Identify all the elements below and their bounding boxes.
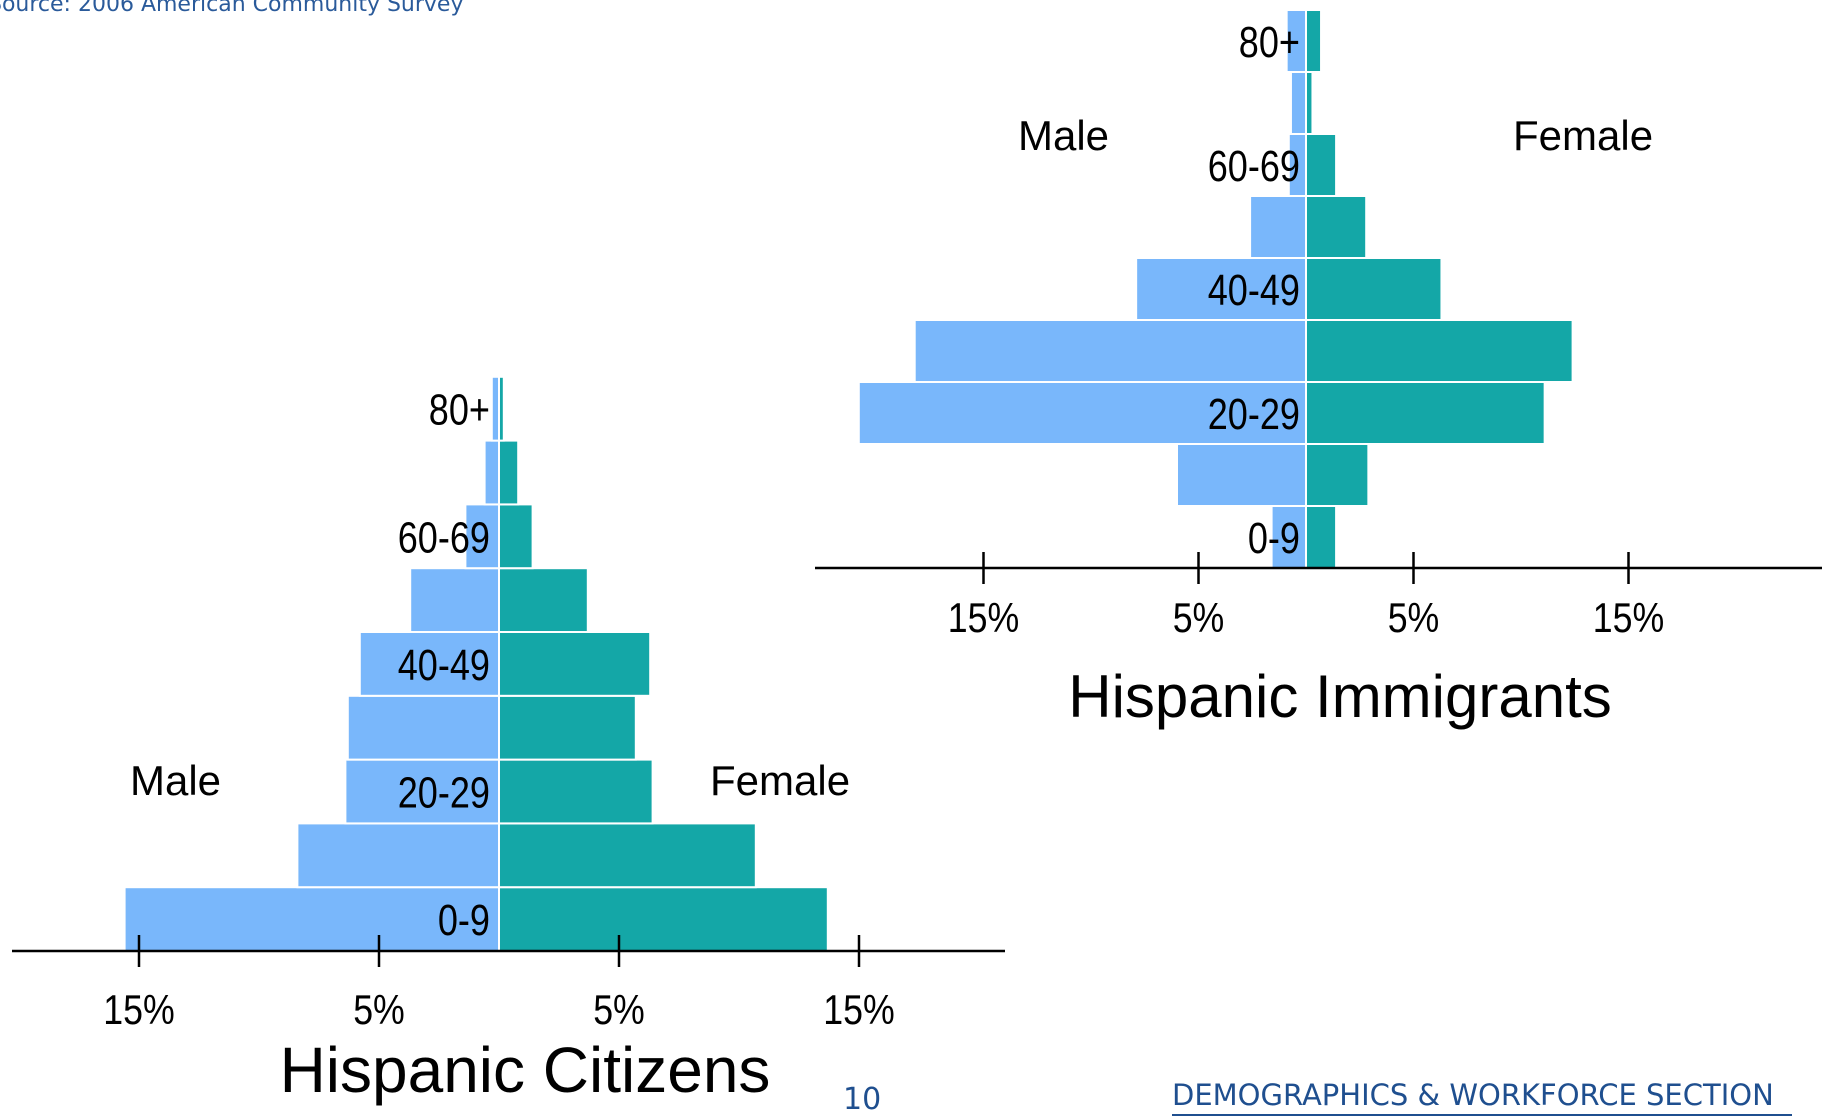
female-bar-0-9 <box>1305 505 1338 569</box>
male-label: Male <box>130 757 221 804</box>
female-label: Female <box>710 757 850 804</box>
male-bar-20-29 <box>857 381 1307 445</box>
x-tick-label: 5% <box>593 987 645 1033</box>
source-note: Source: 2006 American Community Survey <box>0 0 464 17</box>
female-bar-60-69 <box>498 503 534 570</box>
age-label-80: 80+ <box>429 385 490 434</box>
x-tick-label: 5% <box>353 987 405 1033</box>
male-bar-30-39 <box>913 319 1307 383</box>
age-label-60-69: 60-69 <box>1208 142 1300 191</box>
age-label-0-9: 0-9 <box>438 896 490 945</box>
x-tick-label: 5% <box>1388 595 1440 641</box>
female-bar-50-59 <box>1305 195 1368 259</box>
chart-title: Hispanic Citizens <box>280 1034 771 1106</box>
female-label: Female <box>1513 112 1653 159</box>
age-label-60-69: 60-69 <box>398 513 490 562</box>
x-tick-label: 15% <box>103 987 174 1033</box>
male-label: Male <box>1018 112 1109 159</box>
male-bar-80 <box>490 375 500 442</box>
male-bar-50-59 <box>1249 195 1307 259</box>
male-bar-20-29 <box>344 758 500 825</box>
female-bar-40-49 <box>1305 257 1443 321</box>
female-bar-0-9 <box>498 886 829 953</box>
female-bar-10-19 <box>498 822 757 889</box>
x-tick-label: 15% <box>948 595 1019 641</box>
section-footer: DEMOGRAPHICS & WORKFORCE SECTION <box>1172 1078 1792 1116</box>
age-label-80: 80+ <box>1239 18 1300 67</box>
immigrants-pyramid: 15% 5% 5% 15% 0-9 20-29 40-49 60-69 80+ Male Femal… <box>815 9 1822 730</box>
male-bar-50-59 <box>409 567 501 634</box>
female-bar-70-79 <box>498 439 520 506</box>
x-tick-label: 15% <box>1593 595 1664 641</box>
female-bar-10-19 <box>1305 443 1370 507</box>
male-bar-70-79 <box>1289 71 1307 135</box>
female-bar-30-39 <box>1305 319 1574 383</box>
age-label-40-49: 40-49 <box>1208 266 1300 315</box>
age-label-20-29: 20-29 <box>1208 390 1300 439</box>
male-bar-70-79 <box>483 439 501 506</box>
age-label-40-49: 40-49 <box>398 641 490 690</box>
age-label-20-29: 20-29 <box>398 768 490 817</box>
male-bar-10-19 <box>296 822 500 889</box>
chart-title: Hispanic Immigrants <box>1068 663 1612 730</box>
female-bar-50-59 <box>498 567 589 634</box>
x-tick-label: 5% <box>1173 595 1225 641</box>
male-bar-10-19 <box>1176 443 1307 507</box>
citizens-pyramid: 15% 5% 5% 15% 0-9 20-29 40-49 60-69 80+ Male Femal… <box>12 375 1005 1106</box>
female-bar-20-29 <box>1305 381 1546 445</box>
female-bar-60-69 <box>1305 133 1338 197</box>
male-bar-30-39 <box>346 694 500 761</box>
female-bar-20-29 <box>498 758 654 825</box>
female-bar-80 <box>1305 9 1323 73</box>
female-bar-30-39 <box>498 694 637 761</box>
female-bar-40-49 <box>498 631 652 697</box>
age-label-0-9: 0-9 <box>1248 514 1300 563</box>
page-number: 10 <box>843 1082 882 1117</box>
x-tick-label: 15% <box>823 987 894 1033</box>
